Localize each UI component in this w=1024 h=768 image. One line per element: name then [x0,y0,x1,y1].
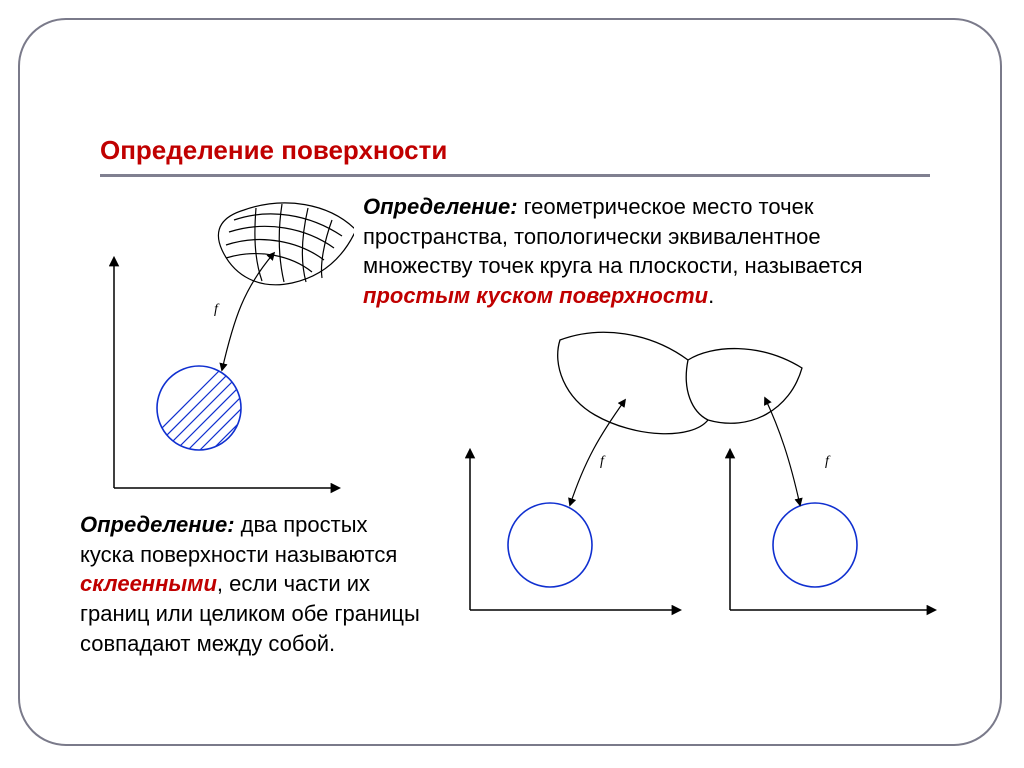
definition-1: Определение: геометрическое место точек … [363,192,933,311]
map-label-1: f [600,454,606,469]
definition-1-lead: Определение: [363,194,518,219]
definition-2-lead: Определение: [80,512,235,537]
disk [157,366,241,450]
title-rule [100,174,930,177]
definition-1-em: простым куском поверхности [363,283,708,308]
page-title: Определение поверхности [100,135,447,166]
definition-2-em: склеенными [80,571,217,596]
diagram-single-patch: f [94,198,354,498]
map-arrow [222,253,274,370]
map-arrow-2 [765,398,800,505]
map-label: f [214,302,220,317]
glued-surface [558,332,802,433]
surface-patch [218,203,354,285]
definition-2: Определение: два простых куска поверхнос… [80,510,420,658]
definition-1-tail: . [708,283,714,308]
diagram-glued-patches: f f [430,320,950,630]
map-label-2: f [825,454,831,469]
disk-1 [508,503,592,587]
disk-2 [773,503,857,587]
